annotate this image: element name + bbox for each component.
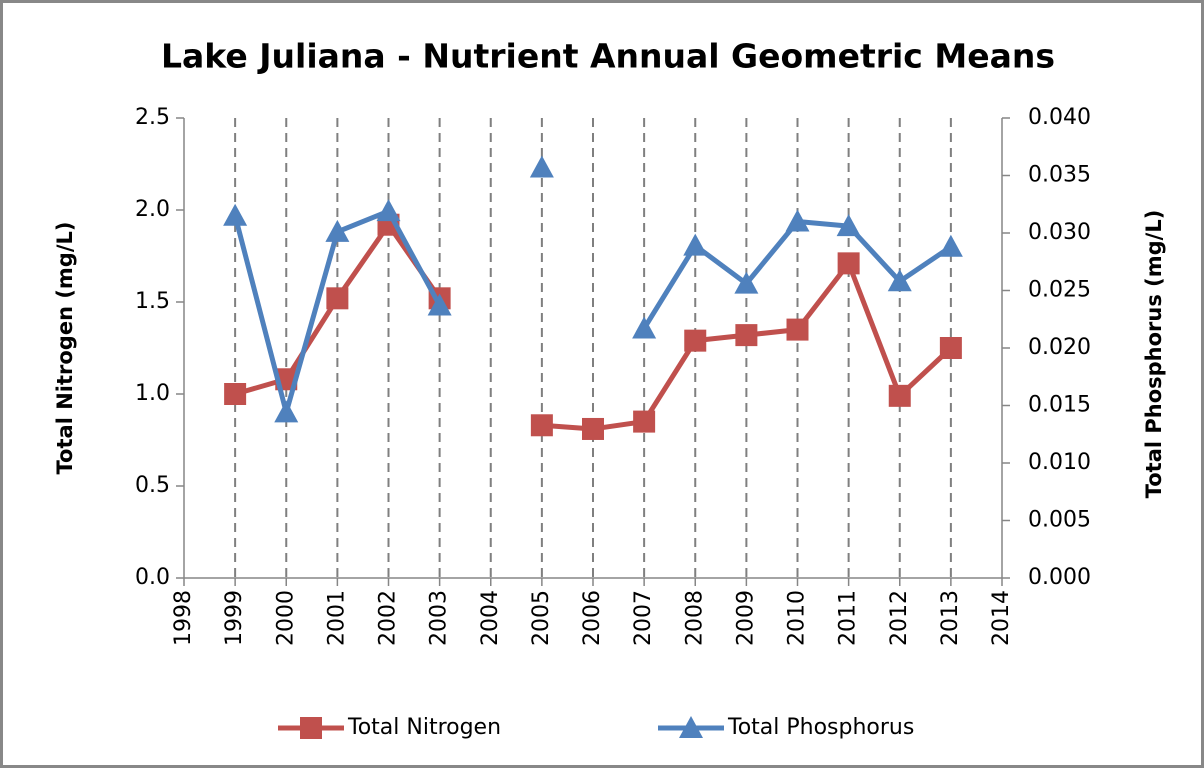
x-tick-label: 2004 — [478, 590, 503, 646]
y-tick-label: 1.0 — [135, 381, 170, 406]
data-point — [939, 337, 962, 359]
x-tick-label: 2005 — [529, 590, 554, 646]
data-point — [376, 199, 401, 222]
y2-tick-label: 0.020 — [1028, 335, 1091, 360]
legend-label: Total Nitrogen — [347, 715, 501, 740]
data-point — [633, 410, 656, 433]
y-axis-title: Total Nitrogen (mg/L) — [53, 222, 77, 475]
data-point — [325, 219, 350, 242]
data-point — [683, 233, 708, 256]
x-tick-label: 2012 — [887, 590, 912, 646]
x-tick-label: 2009 — [733, 590, 758, 646]
data-point — [326, 287, 349, 310]
y2-axis-title: Total Phosphorus (mg/L) — [1142, 210, 1166, 499]
data-point — [734, 271, 759, 294]
data-point — [530, 414, 553, 437]
data-point — [427, 293, 452, 316]
y2-tick-label: 0.030 — [1028, 220, 1091, 245]
legend-marker — [679, 716, 703, 738]
data-point — [888, 384, 911, 407]
data-point — [837, 252, 860, 275]
data-point — [529, 155, 554, 178]
y-tick-label: 2.5 — [135, 105, 170, 130]
x-tick-label: 2001 — [324, 590, 349, 646]
data-point — [223, 203, 248, 226]
data-point — [836, 214, 861, 237]
data-point — [224, 383, 247, 405]
legend-label: Total Phosphorus — [727, 715, 914, 740]
y2-tick-label: 0.000 — [1028, 565, 1091, 590]
x-tick-label: 2000 — [273, 590, 298, 646]
x-tick-label: 2002 — [376, 590, 401, 646]
data-point — [684, 329, 707, 352]
data-point — [785, 209, 810, 232]
data-point — [582, 417, 604, 440]
y-tick-label: 1.5 — [135, 289, 170, 314]
y2-tick-label: 0.040 — [1028, 105, 1091, 130]
x-tick-label: 1998 — [171, 590, 196, 646]
y2-tick-label: 0.005 — [1028, 508, 1091, 533]
data-point — [274, 400, 299, 423]
x-tick-label: 2006 — [580, 590, 605, 646]
x-tick-label: 2007 — [631, 590, 656, 646]
x-tick-label: 2010 — [785, 590, 810, 646]
data-point — [786, 318, 809, 341]
y2-tick-label: 0.035 — [1028, 163, 1091, 188]
chart-title: Lake Juliana - Nutrient Annual Geometric… — [161, 37, 1055, 76]
legend-marker — [300, 717, 322, 739]
data-point — [735, 324, 758, 347]
y2-tick-label: 0.010 — [1028, 450, 1091, 475]
y2-tick-label: 0.025 — [1028, 278, 1091, 303]
y-tick-label: 0.5 — [135, 473, 170, 498]
x-tick-label: 2003 — [427, 590, 452, 646]
data-point — [938, 234, 963, 257]
x-tick-label: 1999 — [222, 590, 247, 646]
y-tick-label: 0.0 — [135, 565, 170, 590]
x-tick-label: 2014 — [989, 590, 1014, 646]
x-tick-label: 2013 — [938, 590, 963, 646]
data-point — [887, 269, 912, 292]
y2-tick-label: 0.015 — [1028, 393, 1091, 418]
y-tick-label: 2.0 — [135, 197, 170, 222]
x-tick-label: 2008 — [682, 590, 707, 646]
x-tick-label: 2011 — [836, 590, 861, 646]
data-point — [632, 316, 657, 339]
